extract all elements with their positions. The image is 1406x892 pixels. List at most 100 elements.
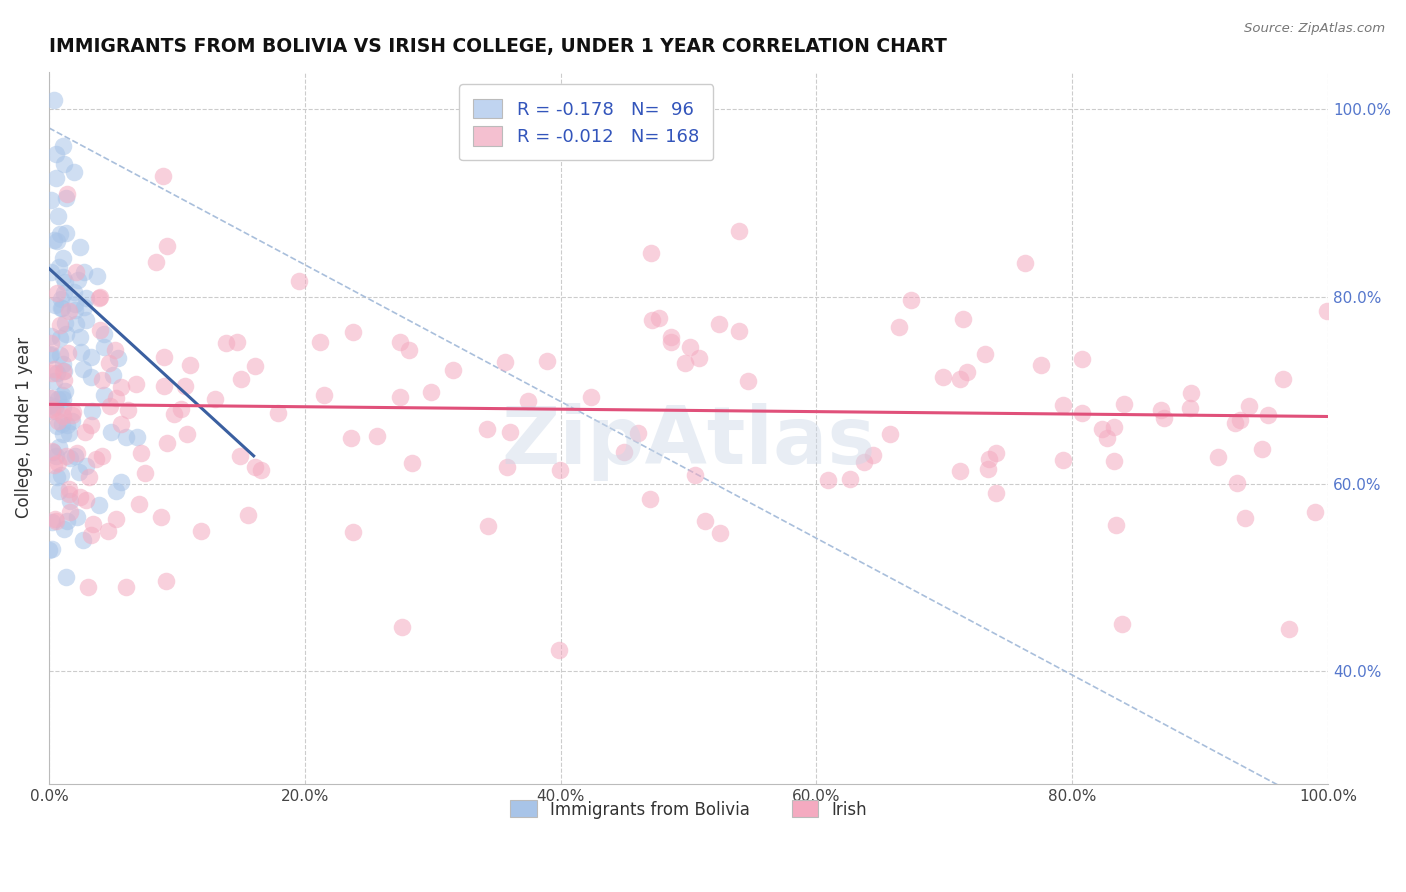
- Point: [39, 347, 62, 361]
- Point: [46, 470, 69, 484]
- Point: [60, 415, 83, 429]
- Point: [986, 446, 1008, 460]
- Point: [63, 164, 86, 178]
- Point: [87, 291, 110, 305]
- Point: [49, 318, 72, 333]
- Point: [82, 404, 104, 418]
- Point: [105, 512, 128, 526]
- Point: [647, 311, 669, 326]
- Point: [51, 301, 73, 315]
- Point: [67, 273, 90, 287]
- Legend: Immigrants from Bolivia, Irish: Immigrants from Bolivia, Irish: [503, 794, 873, 825]
- Point: [69, 330, 91, 344]
- Point: [53, 384, 76, 398]
- Point: [51, 417, 73, 431]
- Point: [1071, 406, 1094, 420]
- Point: [173, 379, 195, 393]
- Point: [65, 318, 87, 332]
- Point: [1237, 399, 1260, 413]
- Point: [98, 356, 121, 370]
- Point: [48, 227, 70, 242]
- Text: IMMIGRANTS FROM BOLIVIA VS IRISH COLLEGE, UNDER 1 YEAR CORRELATION CHART: IMMIGRANTS FROM BOLIVIA VS IRISH COLLEGE…: [49, 37, 946, 56]
- Point: [659, 329, 682, 343]
- Point: [75, 492, 97, 507]
- Point: [42, 445, 65, 459]
- Point: [170, 402, 193, 417]
- Point: [89, 290, 111, 304]
- Point: [1112, 397, 1135, 411]
- Point: [51, 292, 73, 306]
- Point: [389, 334, 412, 349]
- Point: [69, 490, 91, 504]
- Point: [1104, 454, 1126, 468]
- Point: [59, 505, 82, 519]
- Point: [163, 408, 186, 422]
- Point: [115, 430, 138, 444]
- Point: [55, 226, 77, 240]
- Point: [243, 359, 266, 373]
- Point: [949, 464, 972, 478]
- Point: [80, 351, 103, 365]
- Point: [51, 468, 73, 483]
- Point: [103, 368, 125, 382]
- Point: [1014, 255, 1036, 269]
- Point: [499, 425, 522, 439]
- Point: [250, 463, 273, 477]
- Point: [838, 472, 860, 486]
- Point: [42, 233, 65, 247]
- Point: [48, 484, 70, 499]
- Point: [58, 304, 80, 318]
- Point: [41, 515, 63, 529]
- Point: [105, 391, 128, 405]
- Point: [1278, 622, 1301, 636]
- Point: [190, 524, 212, 539]
- Point: [46, 286, 69, 301]
- Point: [366, 429, 388, 443]
- Point: [90, 449, 112, 463]
- Point: [55, 417, 77, 432]
- Point: [1251, 442, 1274, 457]
- Point: [56, 187, 79, 202]
- Point: [75, 292, 97, 306]
- Point: [77, 469, 100, 483]
- Point: [475, 422, 498, 436]
- Point: [131, 446, 153, 460]
- Point: [115, 580, 138, 594]
- Point: [536, 354, 558, 368]
- Point: [1104, 420, 1126, 434]
- Point: [673, 355, 696, 369]
- Point: [41, 366, 63, 380]
- Point: [65, 302, 87, 317]
- Point: [66, 446, 89, 460]
- Point: [952, 311, 974, 326]
- Point: [956, 365, 979, 379]
- Point: [72, 300, 94, 314]
- Point: [1149, 402, 1171, 417]
- Point: [110, 417, 132, 431]
- Point: [44, 93, 66, 107]
- Point: [153, 379, 176, 393]
- Point: [679, 340, 702, 354]
- Point: [1206, 450, 1229, 465]
- Point: [52, 270, 75, 285]
- Point: [215, 335, 238, 350]
- Point: [58, 482, 80, 496]
- Point: [288, 275, 311, 289]
- Point: [75, 458, 97, 473]
- Point: [46, 209, 69, 223]
- Point: [44, 362, 66, 376]
- Point: [39, 193, 62, 207]
- Point: [887, 319, 910, 334]
- Point: [204, 392, 226, 406]
- Point: [1180, 386, 1202, 401]
- Point: [45, 419, 67, 434]
- Point: [39, 348, 62, 362]
- Point: [38, 391, 60, 405]
- Point: [55, 191, 77, 205]
- Point: [52, 357, 75, 371]
- Point: [547, 642, 569, 657]
- Point: [128, 497, 150, 511]
- Point: [39, 335, 62, 350]
- Point: [45, 514, 67, 528]
- Point: [125, 430, 148, 444]
